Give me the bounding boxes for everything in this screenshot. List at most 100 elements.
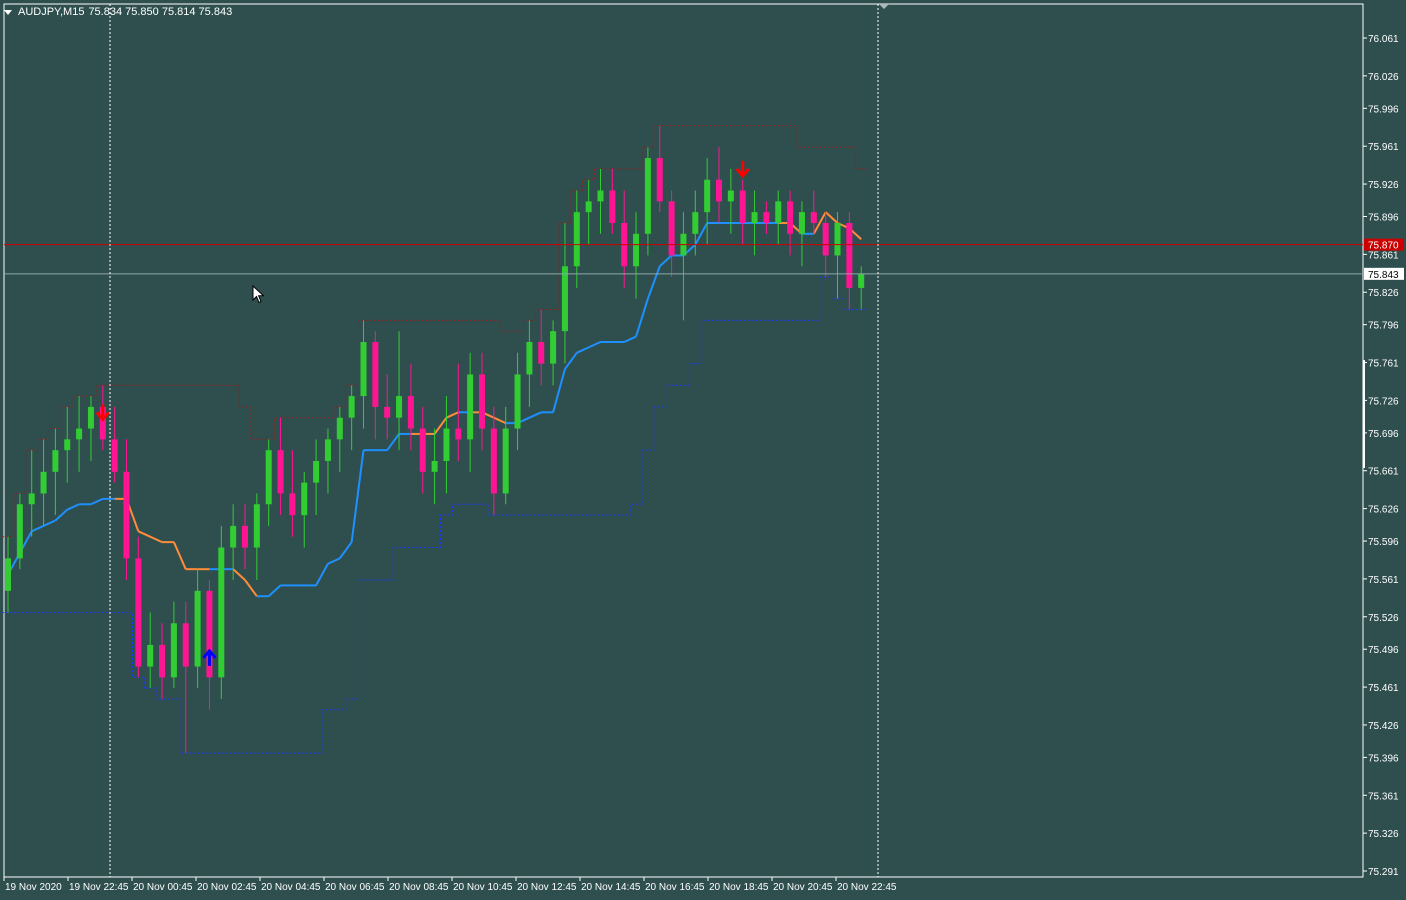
candle — [514, 352, 521, 451]
y-tick-label: 75.326 — [1368, 829, 1399, 840]
y-tick-label: 75.496 — [1368, 645, 1399, 656]
y-tick-label: 75.826 — [1368, 288, 1399, 299]
baseline-segment — [31, 524, 44, 533]
baseline-segment — [493, 416, 507, 425]
candle — [396, 331, 403, 451]
candle — [680, 212, 687, 321]
candle — [159, 623, 166, 699]
chevron-down-icon[interactable] — [4, 9, 12, 15]
y-tick-label: 75.696 — [1368, 429, 1399, 440]
y-tick-label: 75.291 — [1368, 867, 1399, 878]
y-tick-label: 75.761 — [1368, 359, 1399, 370]
baseline-segment — [588, 341, 601, 349]
baseline-segment — [54, 508, 68, 522]
candle — [479, 352, 485, 451]
baseline-segment — [635, 298, 649, 337]
x-tick-label: 20 Nov 14:45 — [581, 882, 641, 893]
baseline-segment — [528, 411, 542, 419]
baseline-segment — [43, 519, 56, 527]
x-tick-label: 19 Nov 22:45 — [69, 882, 129, 893]
x-tick-label: 20 Nov 00:45 — [133, 882, 193, 893]
candle — [289, 450, 296, 537]
candle — [443, 396, 450, 494]
candle — [336, 406, 343, 472]
candle — [384, 374, 391, 440]
baseline-segment — [327, 557, 341, 565]
candle — [242, 504, 248, 570]
candle — [787, 190, 794, 256]
buy-arrow-icon — [202, 648, 217, 666]
x-tick-label: 20 Nov 04:45 — [261, 882, 321, 893]
ask-price-label: 75.870 — [1368, 241, 1399, 252]
candle — [716, 147, 722, 223]
y-tick-label: 75.796 — [1368, 321, 1399, 332]
x-tick-label: 20 Nov 20:45 — [773, 882, 833, 893]
candle — [455, 363, 462, 461]
candle — [28, 450, 35, 537]
y-tick-label: 76.026 — [1368, 72, 1399, 83]
shift-marker-icon[interactable] — [879, 4, 889, 9]
candle — [135, 536, 142, 678]
candle — [431, 428, 438, 505]
candle — [40, 439, 47, 526]
y-tick-label: 75.596 — [1368, 537, 1399, 548]
candle — [170, 601, 177, 689]
candle — [834, 212, 841, 299]
baseline-segment — [659, 254, 673, 268]
chart-title: AUDJPY,M15 75.834 75.850 75.814 75.843 — [4, 4, 232, 20]
candle — [550, 320, 557, 386]
candle — [182, 601, 189, 754]
baseline-segment — [172, 541, 187, 570]
baseline-segment — [552, 368, 566, 413]
x-tick-label: 20 Nov 10:45 — [453, 882, 513, 893]
y-tick-label: 75.926 — [1368, 180, 1399, 191]
candle — [52, 428, 59, 516]
candle — [668, 190, 675, 278]
candle — [538, 309, 545, 386]
candle — [798, 201, 805, 267]
candle — [573, 190, 580, 288]
baseline-segment — [232, 568, 246, 581]
y-tick-label: 75.896 — [1368, 213, 1399, 224]
sell-arrow-icon — [735, 160, 750, 179]
candle — [644, 147, 651, 256]
baseline-segment — [564, 352, 578, 370]
candle — [419, 406, 426, 494]
candle — [621, 190, 628, 288]
candle — [277, 417, 284, 516]
candle — [313, 439, 320, 516]
y-tick-label: 75.961 — [1368, 142, 1399, 153]
candle — [561, 222, 568, 364]
candle — [230, 504, 237, 580]
y-tick-label: 75.861 — [1368, 250, 1399, 261]
candle — [123, 439, 130, 580]
y-tick-label: 76.061 — [1368, 34, 1399, 45]
y-tick-label: 75.726 — [1368, 396, 1399, 407]
candle — [360, 320, 367, 429]
baseline-segment — [338, 541, 353, 559]
candle — [763, 201, 770, 234]
candle — [751, 190, 758, 256]
candle — [76, 396, 83, 472]
candle — [585, 179, 592, 245]
y-tick-label: 75.461 — [1368, 683, 1399, 694]
candle — [194, 569, 201, 689]
symbol-label: AUDJPY,M15 — [18, 6, 85, 18]
baseline-segment — [824, 211, 839, 224]
upper-band-line — [2, 125, 868, 538]
candle — [597, 168, 604, 234]
baseline-segment — [244, 579, 258, 597]
y-tick-label: 75.996 — [1368, 104, 1399, 115]
baseline-segment — [386, 433, 400, 451]
candle — [111, 406, 118, 483]
candle — [301, 471, 308, 548]
baseline-segment — [576, 346, 590, 354]
baseline-segment — [446, 411, 459, 419]
plot-area[interactable] — [3, 3, 1364, 878]
sell-arrow-icon — [95, 404, 110, 422]
candle — [526, 320, 533, 407]
candle — [858, 266, 865, 310]
candle — [656, 125, 663, 213]
